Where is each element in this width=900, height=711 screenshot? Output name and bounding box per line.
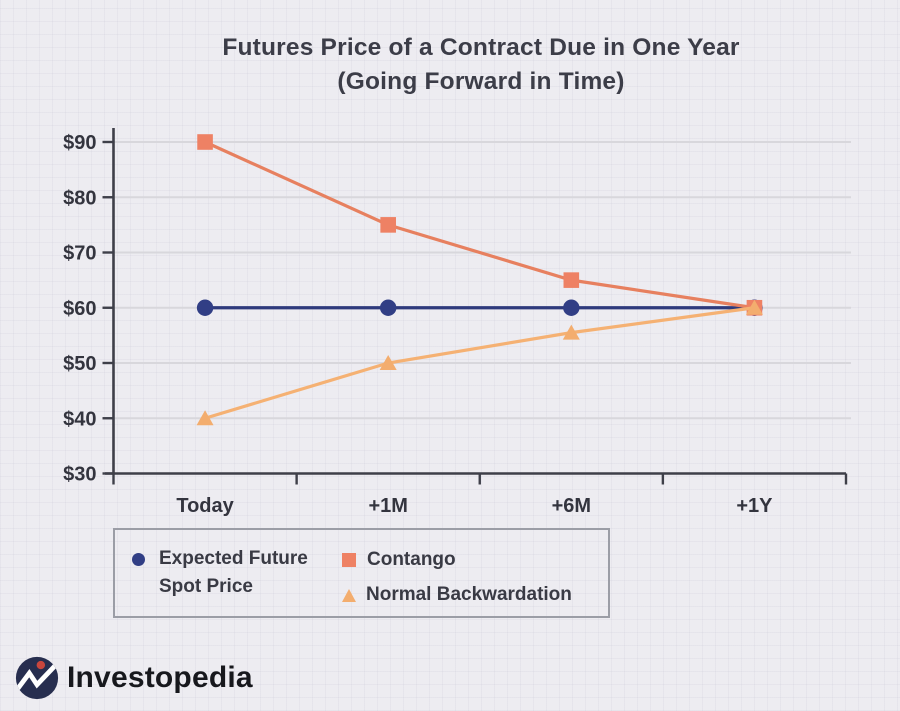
investopedia-logo: Investopedia	[14, 655, 253, 701]
x-tick-label: +1M	[368, 495, 407, 517]
data-point-expected-future-spot-price	[196, 299, 214, 316]
data-point-normal-backwardation	[562, 324, 580, 340]
series-line-normal-backwardation	[204, 306, 755, 420]
x-tick-label: +6M	[552, 495, 591, 517]
data-point-normal-backwardation	[196, 410, 214, 426]
chart-title: Futures Price of a Contract Due in One Y…	[62, 31, 900, 99]
data-point-contango	[563, 272, 580, 288]
data-point-contango	[197, 134, 213, 150]
chart-legend: Expected Future Spot Price Contango Norm…	[113, 528, 610, 618]
square-marker-icon	[342, 553, 356, 567]
investopedia-wordmark: Investopedia	[67, 661, 253, 694]
data-point-normal-backwardation	[379, 355, 397, 370]
legend-label-normal-backwardation: Normal Backwardation	[366, 584, 572, 605]
y-tick-label: $80	[63, 187, 96, 209]
y-tick-label: $90	[63, 132, 96, 154]
chart-title-line1: Futures Price of a Contract Due in One Y…	[222, 34, 740, 61]
y-tick-label: $40	[63, 408, 96, 430]
legend-item-contango: Contango	[342, 546, 456, 574]
y-tick-label: $60	[63, 298, 96, 320]
triangle-marker-icon	[342, 588, 356, 602]
circle-marker-icon	[132, 553, 145, 566]
legend-item-normal-backwardation: Normal Backwardation	[342, 581, 572, 609]
data-point-normal-backwardation	[745, 299, 763, 315]
legend-label-contango: Contango	[367, 549, 456, 570]
legend-label-expected-future-spot-price: Expected Future Spot Price	[159, 548, 308, 597]
data-point-contango	[380, 217, 396, 233]
data-point-expected-future-spot-price	[563, 299, 580, 316]
series-line-contango	[204, 140, 755, 310]
chart-title-line2: (Going Forward in Time)	[337, 68, 625, 95]
y-tick-label: $30	[63, 464, 96, 486]
data-point-expected-future-spot-price	[379, 299, 397, 316]
y-tick-label: $70	[63, 243, 96, 265]
y-tick-label: $50	[63, 353, 96, 375]
x-tick-label: +1Y	[736, 495, 773, 517]
investopedia-logo-icon	[15, 656, 59, 700]
x-tick-label: Today	[176, 495, 234, 517]
legend-item-expected-future-spot-price: Expected Future Spot Price	[132, 545, 308, 601]
